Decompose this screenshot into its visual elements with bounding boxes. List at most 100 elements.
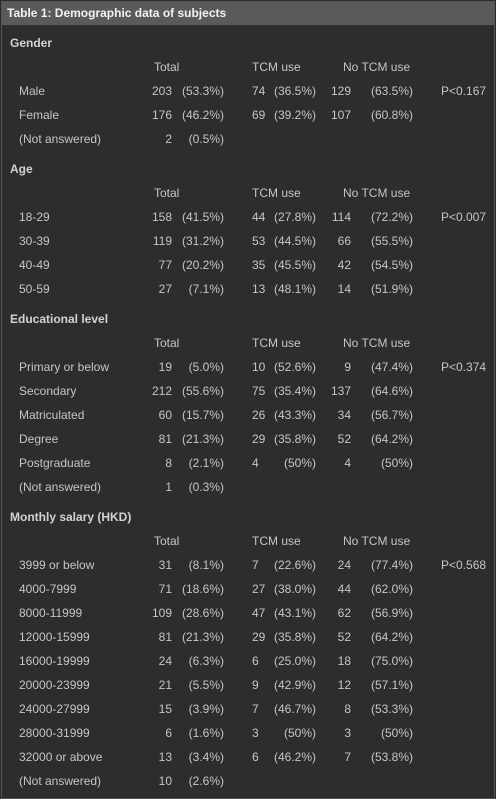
total-count: 19 xyxy=(158,360,172,374)
section-title: Educational level xyxy=(10,312,109,326)
tcm-percent: (25.0%) xyxy=(273,654,316,668)
tcm-count: 6 xyxy=(252,750,259,764)
table-row: (Not answered) 2 (0.5%) xyxy=(2,127,494,151)
no-tcm-percent: (53.8%) xyxy=(370,750,413,764)
no-tcm-percent: (54.5%) xyxy=(370,258,413,272)
tcm-percent: (45.5%) xyxy=(273,258,316,272)
tcm-percent: (50%) xyxy=(283,726,316,740)
rows: 18-29 158 (41.5%) 44 (27.8%) 114 (72.2%) P<0.00… xyxy=(2,205,494,301)
total-count: 119 xyxy=(152,234,172,248)
tcm-count: 26 xyxy=(252,408,266,422)
no-tcm-count: 114 xyxy=(331,210,351,224)
tcm-percent: (43.1%) xyxy=(273,606,316,620)
tcm-percent: (43.3%) xyxy=(273,408,316,422)
tcm-count: 3 xyxy=(252,726,259,740)
total-count: 60 xyxy=(158,408,172,422)
no-tcm-count: 52 xyxy=(337,432,351,446)
p-value: P<0.007 xyxy=(441,210,487,224)
header-tcm: TCM use xyxy=(252,60,301,74)
total-count: 8 xyxy=(165,456,172,470)
tcm-count: 9 xyxy=(252,678,259,692)
header-total: Total xyxy=(154,336,180,350)
no-tcm-percent: (55.5%) xyxy=(370,234,413,248)
header-tcm: TCM use xyxy=(252,534,301,548)
table-row: 8000-11999 109 (28.6%) 47 (43.1%) 62 (56.9%) xyxy=(2,601,494,625)
tcm-percent: (39.2%) xyxy=(273,108,316,122)
tcm-percent: (38.0%) xyxy=(273,582,316,596)
tcm-percent: (22.6%) xyxy=(273,558,316,572)
tcm-count: 44 xyxy=(252,210,266,224)
no-tcm-count: 14 xyxy=(337,282,351,296)
total-count: 203 xyxy=(151,84,172,98)
total-count: 81 xyxy=(158,630,172,644)
table-row: (Not answered) 1 (0.3%) xyxy=(2,475,494,499)
table-row: 12000-15999 81 (21.3%) 29 (35.8%) 52 (64.2%) xyxy=(2,625,494,649)
tcm-percent: (42.9%) xyxy=(273,678,316,692)
no-tcm-percent: (56.9%) xyxy=(370,606,413,620)
no-tcm-percent: (51.9%) xyxy=(370,282,413,296)
no-tcm-count: 4 xyxy=(344,456,351,470)
header-tcm: TCM use xyxy=(252,336,301,350)
tcm-percent: (46.2%) xyxy=(273,750,316,764)
total-count: 212 xyxy=(151,384,172,398)
tcm-percent: (36.5%) xyxy=(273,84,316,98)
section-salary: Monthly salary (HKD) Total TCM use No TC… xyxy=(2,505,494,793)
no-tcm-percent: (53.3%) xyxy=(370,702,413,716)
total-count: 13 xyxy=(158,750,172,764)
section-title: Monthly salary (HKD) xyxy=(10,510,132,524)
total-percent: (8.1%) xyxy=(188,558,224,572)
table-row: Female 176 (46.2%) 69 (39.2%) 107 (60.8%) xyxy=(2,103,494,127)
section-title: Age xyxy=(10,162,33,176)
total-percent: (21.3%) xyxy=(181,432,224,446)
table-title: Table 1: Demographic data of subjects xyxy=(2,2,494,25)
header-no-tcm: No TCM use xyxy=(343,60,411,74)
tcm-count: 6 xyxy=(252,654,259,668)
no-tcm-count: 12 xyxy=(337,678,351,692)
row-label: 4000-7999 xyxy=(19,582,77,596)
total-count: 24 xyxy=(158,654,172,668)
table-row: 3999 or below 31 (8.1%) 7 (22.6%) 24 (77.4%) P<… xyxy=(2,553,494,577)
rows: Primary or below 19 (5.0%) 10 (52.6%) 9 (47.4%… xyxy=(2,355,494,499)
row-label: Postgraduate xyxy=(19,456,91,470)
row-label: 24000-27999 xyxy=(19,702,90,716)
header-total: Total xyxy=(154,534,180,548)
row-label: 18-29 xyxy=(19,210,50,224)
tcm-percent: (50%) xyxy=(283,456,316,470)
total-count: 6 xyxy=(165,726,172,740)
tcm-percent: (48.1%) xyxy=(273,282,316,296)
row-label: 32000 or above xyxy=(19,750,103,764)
table-row: Degree 81 (21.3%) 29 (35.8%) 52 (64.2%) xyxy=(2,427,494,451)
tcm-count: 13 xyxy=(252,282,266,296)
table-row: 24000-27999 15 (3.9%) 7 (46.7%) 8 (53.3%) xyxy=(2,697,494,721)
table-row: 28000-31999 6 (1.6%) 3 (50%) 3 (50%) xyxy=(2,721,494,745)
tcm-percent: (52.6%) xyxy=(273,360,316,374)
no-tcm-count: 129 xyxy=(330,84,351,98)
tcm-count: 27 xyxy=(252,582,266,596)
no-tcm-percent: (75.0%) xyxy=(370,654,413,668)
total-percent: (18.6%) xyxy=(181,582,224,596)
total-percent: (2.6%) xyxy=(188,774,224,788)
total-percent: (5.0%) xyxy=(188,360,224,374)
total-percent: (55.6%) xyxy=(181,384,224,398)
table-row: (Not answered) 10 (2.6%) xyxy=(2,769,494,793)
p-value: P<0.374 xyxy=(441,360,487,374)
table-row: 20000-23999 21 (5.5%) 9 (42.9%) 12 (57.1%) xyxy=(2,673,494,697)
header-no-tcm: No TCM use xyxy=(343,336,411,350)
no-tcm-count: 66 xyxy=(337,234,351,248)
table-row: 30-39 119 (31.2%) 53 (44.5%) 66 (55.5%) xyxy=(2,229,494,253)
rows: Male 203 (53.3%) 74 (36.5%) 129 (63.5%) P<0.167… xyxy=(2,79,494,151)
total-percent: (1.6%) xyxy=(188,726,224,740)
section-gender: Gender Total TCM use No TCM use Male 203 (… xyxy=(2,31,494,151)
no-tcm-count: 52 xyxy=(337,630,351,644)
no-tcm-count: 8 xyxy=(344,702,351,716)
no-tcm-count: 18 xyxy=(337,654,351,668)
no-tcm-percent: (47.4%) xyxy=(370,360,413,374)
section-age: Age Total TCM use No TCM use 18-29 158 (41… xyxy=(2,157,494,301)
no-tcm-count: 9 xyxy=(344,360,351,374)
no-tcm-percent: (50%) xyxy=(380,456,413,470)
total-count: 15 xyxy=(158,702,172,716)
total-count: 31 xyxy=(158,558,172,572)
tcm-percent: (27.8%) xyxy=(273,210,316,224)
total-count: 109 xyxy=(151,606,172,620)
tcm-count: 4 xyxy=(252,456,259,470)
